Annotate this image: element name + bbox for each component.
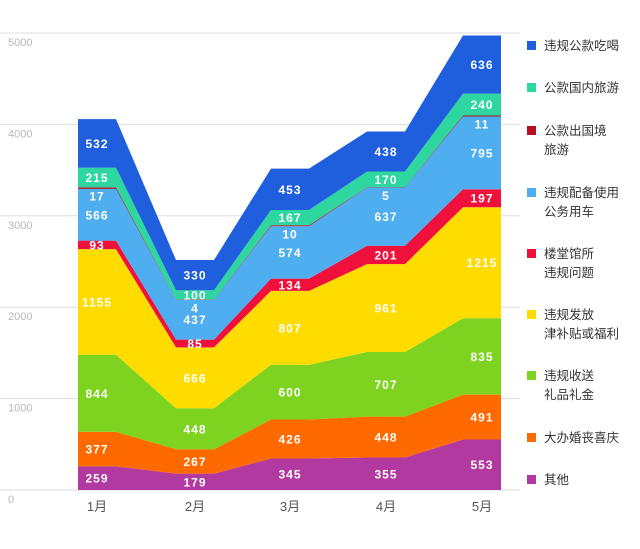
legend-label: 楼堂馆所 违规问题 <box>544 247 595 280</box>
legend-swatch <box>527 188 536 197</box>
data-label: 707 <box>374 378 397 392</box>
y-tick-label: 4000 <box>8 128 32 140</box>
data-label: 795 <box>470 146 493 160</box>
legend-label: 公款国内旅游 <box>544 81 620 95</box>
legend-swatch <box>527 371 536 380</box>
data-label: 215 <box>85 171 108 185</box>
data-label: 438 <box>374 145 397 159</box>
data-label: 259 <box>85 472 108 486</box>
area-series-2 <box>78 318 501 450</box>
x-tick-label: 2月 <box>185 499 205 514</box>
legend-item[interactable]: 违规收送 礼品礼金 <box>527 367 640 405</box>
data-label: 170 <box>374 173 397 187</box>
data-label: 167 <box>278 211 301 225</box>
legend-item[interactable]: 公款出国境 旅游 <box>527 122 640 160</box>
data-label: 134 <box>278 278 301 292</box>
legend-item[interactable]: 大办婚丧喜庆 <box>527 429 640 448</box>
data-label: 330 <box>183 269 206 283</box>
data-label: 448 <box>183 422 206 436</box>
x-tick-label: 3月 <box>280 499 300 514</box>
y-tick-label: 1000 <box>8 403 32 415</box>
legend-label: 违规公款吃喝 <box>544 39 620 53</box>
legend-item[interactable]: 其他 <box>527 471 640 490</box>
legend-swatch <box>527 433 536 442</box>
x-tick-label: 1月 <box>87 499 107 514</box>
data-label: 491 <box>470 411 493 425</box>
area-series-4 <box>78 189 501 348</box>
data-label: 197 <box>470 192 493 206</box>
legend-swatch <box>527 310 536 319</box>
legend-swatch <box>527 249 536 258</box>
x-tick-label: 5月 <box>472 499 492 514</box>
legend-label: 其他 <box>544 473 570 487</box>
data-label: 453 <box>278 183 301 197</box>
data-label: 267 <box>183 455 206 469</box>
data-label: 448 <box>374 431 397 445</box>
data-label: 637 <box>374 210 397 224</box>
data-label: 961 <box>374 302 397 316</box>
data-label: 553 <box>470 458 493 472</box>
data-label: 437 <box>183 313 206 327</box>
data-label: 532 <box>85 137 108 151</box>
legend-item[interactable]: 违规配备使用 公务用车 <box>527 184 640 222</box>
legend-swatch <box>527 83 536 92</box>
area-series-1 <box>78 394 501 474</box>
data-label: 377 <box>85 443 108 457</box>
data-label: 355 <box>374 467 397 481</box>
legend-label: 违规收送 礼品礼金 <box>544 369 595 402</box>
data-label: 85 <box>187 337 202 351</box>
legend-swatch <box>527 126 536 135</box>
data-label: 1155 <box>82 295 112 309</box>
data-label: 17 <box>89 189 104 203</box>
data-label: 201 <box>374 248 397 262</box>
data-label: 4 <box>191 301 199 315</box>
data-label: 1215 <box>467 256 498 270</box>
legend-label: 公款出国境 旅游 <box>544 124 607 157</box>
data-label: 100 <box>183 288 206 302</box>
area-series-7 <box>78 93 501 300</box>
area-series-8 <box>78 35 501 291</box>
data-label: 5 <box>382 189 390 203</box>
legend-label: 大办婚丧喜庆 <box>544 431 620 445</box>
data-label: 179 <box>183 475 206 489</box>
legend-item[interactable]: 违规发放 津补贴或福利 <box>527 306 640 344</box>
area-series-3 <box>78 207 501 409</box>
data-label: 93 <box>89 238 104 252</box>
y-tick-label: 2000 <box>8 311 32 323</box>
area-series-0 <box>78 439 501 490</box>
data-label: 11 <box>475 118 490 132</box>
data-label: 600 <box>278 386 301 400</box>
data-label: 636 <box>470 58 493 72</box>
y-tick-label: 3000 <box>8 220 32 232</box>
data-label: 807 <box>278 321 301 335</box>
legend-swatch <box>527 475 536 484</box>
data-label: 240 <box>470 98 493 112</box>
data-label: 345 <box>278 468 301 482</box>
x-tick-label: 4月 <box>376 499 396 514</box>
y-tick-label: 0 <box>8 494 14 506</box>
area-series-5 <box>78 116 501 340</box>
data-label: 10 <box>282 227 297 241</box>
data-label: 426 <box>278 432 301 446</box>
legend-item[interactable]: 公款国内旅游 <box>527 79 640 98</box>
data-label: 844 <box>85 387 108 401</box>
y-tick-label: 5000 <box>8 37 32 49</box>
data-label: 666 <box>183 371 206 385</box>
data-label: 835 <box>470 350 493 364</box>
data-label: 574 <box>278 246 301 260</box>
legend-swatch <box>527 41 536 50</box>
legend-item[interactable]: 违规公款吃喝 <box>527 37 640 56</box>
legend-label: 违规配备使用 公务用车 <box>544 186 620 219</box>
legend-item[interactable]: 楼堂馆所 违规问题 <box>527 245 640 283</box>
legend-label: 违规发放 津补贴或福利 <box>544 308 620 341</box>
data-label: 566 <box>85 208 108 222</box>
